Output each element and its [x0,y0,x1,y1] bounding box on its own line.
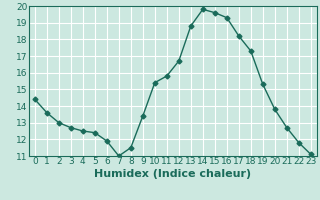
X-axis label: Humidex (Indice chaleur): Humidex (Indice chaleur) [94,169,252,179]
